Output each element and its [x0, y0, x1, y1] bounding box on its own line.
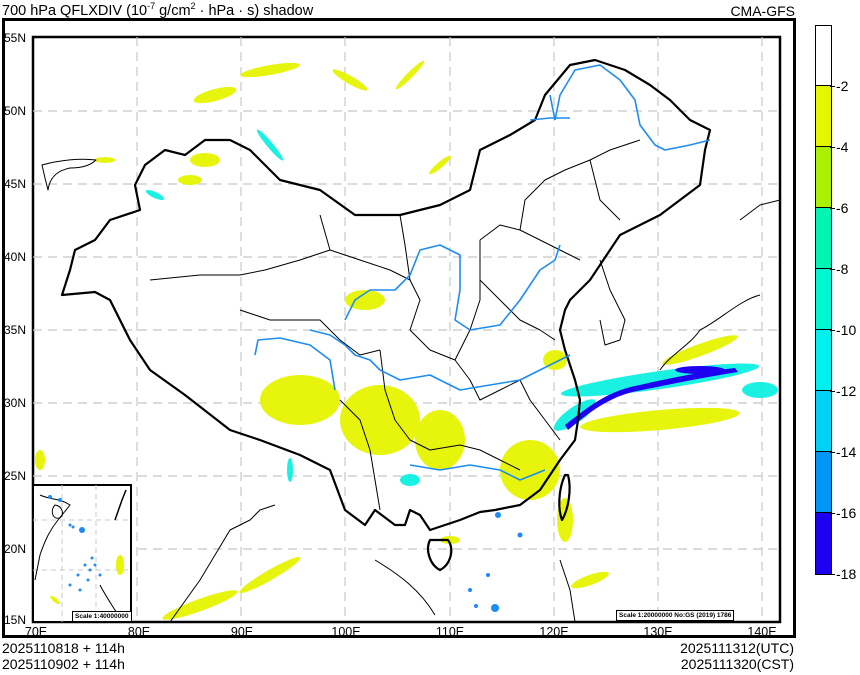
shading-light — [35, 60, 740, 620]
lat-label-40n: 40N — [4, 250, 27, 264]
colorbar-tick: -8 — [829, 261, 849, 277]
lon-label-120e: 120E — [539, 625, 569, 639]
colorbar-bin — [816, 452, 831, 513]
lon-label-80e: 80E — [127, 625, 151, 639]
colorbar-bin — [816, 208, 831, 269]
valid-time-utc: 2025111312(UTC) — [680, 640, 794, 656]
shading-strong — [565, 366, 738, 430]
colorbar-bin — [816, 86, 831, 147]
lat-label-45n: 45N — [4, 177, 27, 191]
inset-scale-label: Scale 1:20000000 No:GS (2019) 1786 — [616, 610, 735, 621]
chart-title: 700 hPa QFLXDIV (10-7 g/cm2 · hPa · s) s… — [2, 1, 314, 19]
colorbar-bin — [816, 513, 831, 574]
inset-map — [32, 484, 132, 623]
colorbar-tick: -16 — [829, 505, 857, 521]
lon-label-70e: 70E — [24, 625, 48, 639]
lon-label-130e: 130E — [643, 625, 673, 639]
lat-label-25n: 25N — [4, 469, 27, 483]
lat-label-50n: 50N — [4, 104, 27, 118]
colorbar-bin — [816, 269, 831, 330]
init-time-cst: 2025110902 + 114h — [2, 656, 125, 672]
rivers — [254, 64, 711, 481]
lon-label-110e: 110E — [435, 625, 465, 639]
lon-label-90e: 90E — [230, 625, 254, 639]
colorbar-tick: -2 — [829, 78, 849, 94]
lat-label-30n: 30N — [4, 396, 27, 410]
init-time-utc: 2025110818 + 114h — [2, 640, 125, 656]
colorbar-bin — [816, 391, 831, 452]
colorbar-tick: -12 — [829, 383, 857, 399]
outer-frame — [2, 18, 796, 638]
colorbar-bin — [816, 147, 831, 208]
colorbar-tick: -4 — [829, 139, 849, 155]
valid-time-cst: 2025111320(CST) — [680, 656, 794, 672]
lat-label-20n: 20N — [4, 542, 27, 556]
lon-label-140e: 140E — [747, 625, 777, 639]
colorbar-bin — [816, 330, 831, 391]
lat-label-55n: 55N — [4, 31, 27, 45]
colorbar — [815, 25, 832, 575]
china-border — [60, 58, 712, 572]
colorbar-tick: -6 — [829, 200, 849, 216]
lat-label-35n: 35N — [4, 323, 27, 337]
lon-label-100e: 100E — [331, 625, 361, 639]
lat-label-15n: 15N — [4, 613, 27, 627]
colorbar-tick: -18 — [829, 566, 857, 582]
inset-scale-label-small: Scale 1:40000000 — [72, 611, 132, 622]
colorbar-tick: -10 — [829, 322, 857, 338]
colorbar-tick: -14 — [829, 444, 857, 460]
model-name: CMA-GFS — [730, 3, 795, 19]
province-borders — [41, 139, 781, 623]
colorbar-bin — [816, 26, 831, 86]
graticule — [33, 37, 780, 622]
